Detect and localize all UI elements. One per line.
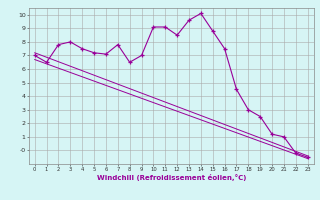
X-axis label: Windchill (Refroidissement éolien,°C): Windchill (Refroidissement éolien,°C) — [97, 174, 246, 181]
